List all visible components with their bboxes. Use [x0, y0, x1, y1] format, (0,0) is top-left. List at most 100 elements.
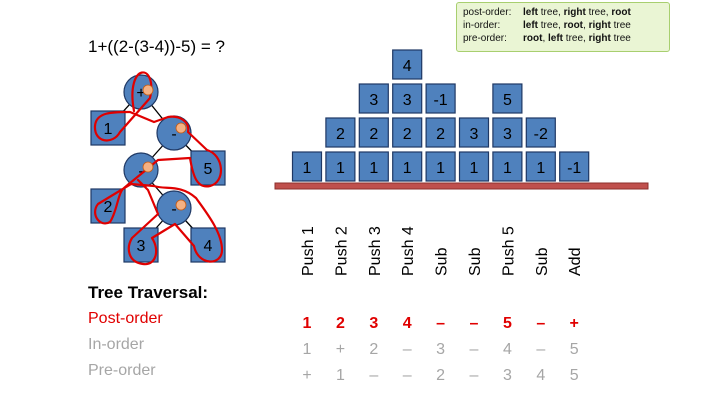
stack-item-box [492, 117, 523, 148]
stack-item-value: 1 [336, 160, 345, 177]
stack-item-value: -1 [433, 92, 447, 109]
stack-item-value: 2 [336, 126, 345, 143]
legend-row-text: tree [610, 33, 631, 44]
stack-item-value: 1 [536, 160, 545, 177]
stack-item-box [525, 117, 556, 148]
stack-column: 1 2 Push 2 [325, 117, 356, 276]
traversal-value: 4 [503, 341, 512, 358]
traversal-value: 2 [369, 341, 378, 358]
traversal-value: – [403, 341, 412, 358]
stack-item-box [325, 151, 356, 182]
tree-node-label: 4 [204, 238, 213, 255]
legend-row-label: in-order: [463, 20, 501, 31]
step-label: Sub [534, 247, 551, 276]
traversal-value: 2 [436, 367, 445, 384]
traversal-value: 4 [536, 367, 545, 384]
legend-row-text: right [563, 7, 586, 18]
traversal-value: 1 [303, 315, 312, 332]
tree-node-label: - [171, 201, 176, 218]
tree-node-label: - [171, 126, 176, 143]
stack-column: 1 -2 Sub [525, 117, 556, 276]
visit-dot [175, 122, 187, 134]
traversal-value: + [302, 367, 311, 384]
traversal-table: 1 2 3 4 – – 5 – +1 +2 – 3 – 4 – 5 + 1 – – 2 – 3 4 5 [302, 315, 579, 384]
tree-node-label: 2 [104, 199, 113, 216]
traversal-value: – [470, 367, 479, 384]
legend-row-text: tree [610, 20, 631, 31]
legend-row-text: right [588, 20, 611, 31]
legend-row-text: left [523, 7, 538, 18]
stack-column: 1 3 5 Push 5 [492, 83, 523, 276]
traversal-trace [93, 71, 224, 266]
tree-node-circle [123, 152, 159, 188]
legend-row-text: tree, [538, 20, 564, 31]
legend-row: in-order: left tree, root, right tree [463, 19, 663, 32]
stack-item-value: 1 [436, 160, 445, 177]
stack-item-value: 1 [403, 160, 412, 177]
stack-item-box [525, 151, 556, 182]
stack-item-box [425, 117, 456, 148]
legend-row-text: left [548, 33, 564, 44]
step-label: Sub [467, 247, 484, 276]
traversal-row-label: Post-order [88, 310, 163, 327]
traversal-value: 1 [303, 341, 312, 358]
step-label: Push 4 [400, 226, 417, 276]
legend-row-label: pre-order: [463, 33, 507, 44]
stack-item-box [358, 151, 389, 182]
stack-item-value: 2 [436, 126, 445, 143]
stack-item-box [425, 151, 456, 182]
legend-row: pre-order: root, left tree, right tree [463, 32, 663, 45]
stack-item-box [492, 151, 523, 182]
stack-item-value: 3 [503, 126, 512, 143]
traversal-value: 3 [436, 341, 445, 358]
traversal-value: + [570, 315, 579, 332]
expression-tree: +1 - - 5 2 - 3 4 [90, 71, 226, 266]
traversal-value: 5 [570, 367, 579, 384]
stack-item-value: -1 [567, 160, 581, 177]
traversal-value: 4 [403, 315, 412, 332]
stack-item-value: 3 [470, 126, 479, 143]
legend-row-text: tree, [563, 33, 589, 44]
stack-column: 1 2 3 4 Push 4 [392, 49, 423, 276]
visit-dot [142, 84, 154, 96]
traversal-value: – [436, 315, 445, 332]
stack-item-value: 1 [503, 160, 512, 177]
stack-item-box [358, 83, 389, 114]
legend-row-text: , [542, 33, 549, 44]
visit-dot [175, 199, 187, 211]
traversal-value: + [336, 341, 345, 358]
traversal-value: – [470, 341, 479, 358]
stack-item-box [392, 117, 423, 148]
traversal-value: 3 [503, 367, 512, 384]
legend-row-text: root [523, 33, 543, 44]
traversal-value: 2 [336, 315, 345, 332]
stack-item-value: 2 [403, 126, 412, 143]
stack-column: 1 2 3 Push 3 [358, 83, 389, 276]
traversal-row-label: Pre-order [88, 362, 156, 379]
stack-item-value: 5 [503, 92, 512, 109]
legend-row-text: root [611, 7, 631, 18]
stack-item-box [392, 49, 423, 80]
traversal-value: 1 [336, 367, 345, 384]
stack-item-box [325, 117, 356, 148]
step-label: Push 1 [300, 226, 317, 276]
stack-item-value: 3 [369, 92, 378, 109]
stack-item-box [291, 151, 323, 182]
stack-column: 1 2 -1 Sub [425, 83, 456, 276]
traversal-row-label: In-order [88, 336, 145, 353]
legend-row-label: post-order: [463, 7, 512, 18]
legend-row-text: root [563, 20, 584, 31]
traversal-value: 5 [570, 341, 579, 358]
stack-item-box [492, 83, 523, 114]
traversal-value: – [536, 341, 545, 358]
traversal-value: 3 [369, 315, 378, 332]
step-label: Add [567, 248, 584, 276]
tree-node-label: 1 [104, 121, 113, 138]
legend-row-text: tree, [585, 7, 612, 18]
legend-row-text: left [523, 20, 538, 31]
stack-item-box [358, 117, 389, 148]
stack-diagram: 1 Push 1 1 2 Push 2 1 2 3 Push 3 1 2 3 4 Push 4 1 2 -1 Su… [274, 49, 649, 276]
step-label: Push 5 [500, 226, 517, 276]
